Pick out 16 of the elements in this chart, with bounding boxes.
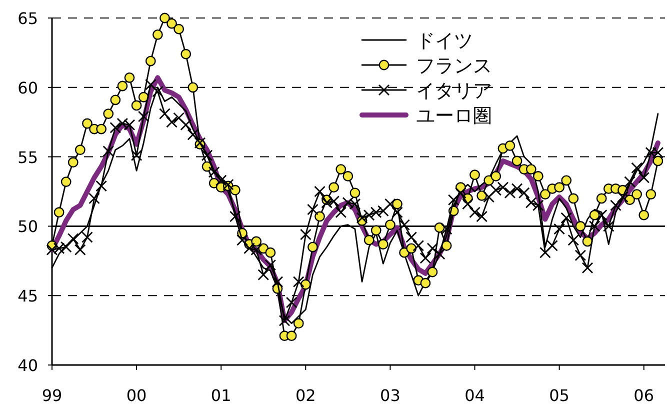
x-tick-label: 05 (549, 386, 570, 405)
y-tick-label: 55 (18, 148, 38, 167)
x-tick-label: 02 (295, 386, 316, 405)
y-tick-label: 65 (18, 9, 38, 28)
x-tick-label: 06 (634, 386, 654, 405)
x-tick-label: 03 (380, 386, 400, 405)
legend-label: ドイツ (416, 30, 473, 52)
y-tick-label: 40 (18, 356, 38, 375)
y-tick-label: 50 (18, 217, 38, 236)
legend-label: フランス (416, 55, 492, 77)
x-tick-label: 01 (210, 386, 232, 405)
x-tick-label: 04 (464, 386, 485, 405)
y-tick-label: 45 (18, 286, 38, 306)
x-tick-label: 00 (126, 386, 147, 405)
y-tick-label: 60 (18, 78, 38, 98)
x-tick-label: 99 (42, 386, 62, 405)
